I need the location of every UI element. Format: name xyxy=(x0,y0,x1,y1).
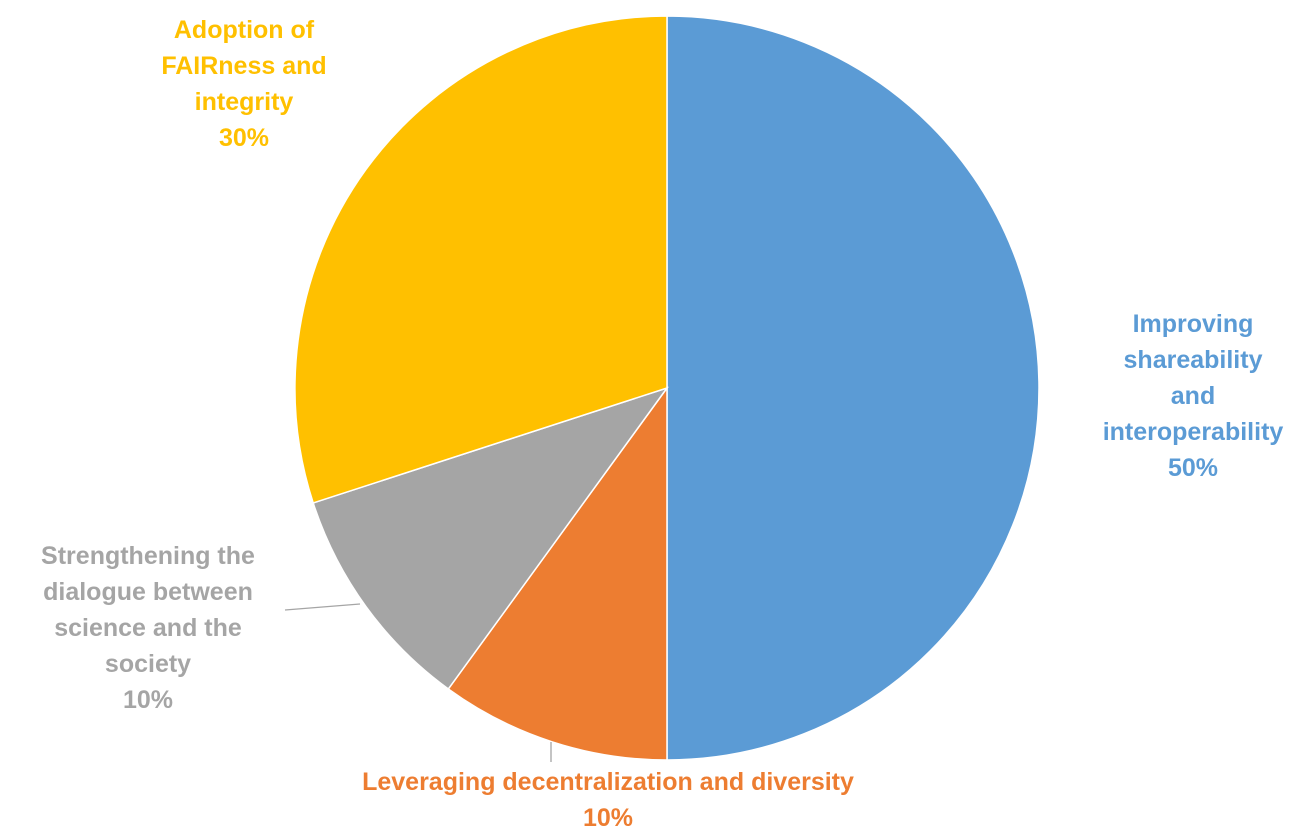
percent-label: 50% xyxy=(1167,454,1219,482)
label-line: science and the xyxy=(54,614,242,642)
slice-label-strengthening-dialogue: Strengthening the dialogue between scien… xyxy=(41,538,255,718)
label-line: Adoption of xyxy=(173,16,315,44)
percent-label: 10% xyxy=(582,804,634,832)
label-line: dialogue between xyxy=(43,578,253,606)
pie-slice-3 xyxy=(294,15,668,504)
label-line: FAIRness and xyxy=(161,52,327,80)
slice-label-leveraging-decentralization: Leveraging decentralization and diversit… xyxy=(362,764,854,836)
label-line: society xyxy=(104,650,192,678)
label-line: Improving xyxy=(1132,310,1254,338)
label-line: Leveraging decentralization and diversit… xyxy=(362,768,854,796)
pie-slice-2 xyxy=(312,386,669,691)
label-line: shareability and xyxy=(1123,346,1263,410)
slice-label-improving-shareability: Improving shareability and interoperabil… xyxy=(1103,306,1284,486)
pie-slice-1 xyxy=(447,385,668,761)
percent-label: 10% xyxy=(122,686,174,714)
label-line: integrity xyxy=(194,88,294,116)
slice-label-adoption-fairness: Adoption of FAIRness and integrity 30% xyxy=(161,12,326,156)
label-line: Strengthening the xyxy=(41,542,255,570)
percent-label: 30% xyxy=(218,124,270,152)
pie-slice-0 xyxy=(666,15,1040,761)
label-line: interoperability xyxy=(1102,418,1284,446)
leader-line-2 xyxy=(284,603,361,611)
